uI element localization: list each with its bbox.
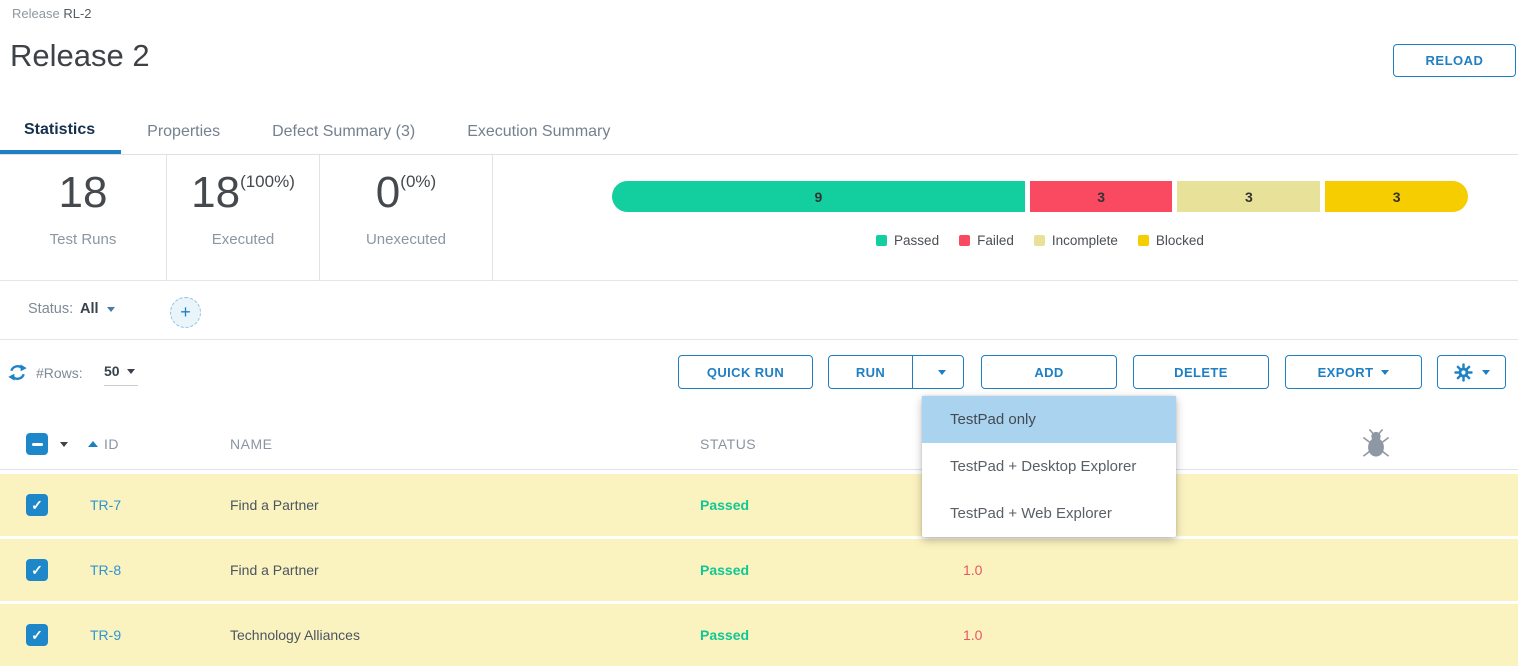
status-badge: Passed xyxy=(700,497,750,513)
settings-button[interactable] xyxy=(1437,355,1506,389)
row-checkbox[interactable]: ✓ xyxy=(26,624,48,646)
caret-down-icon xyxy=(938,369,946,375)
reload-button[interactable]: RELOAD xyxy=(1393,44,1516,77)
legend-blocked-swatch xyxy=(1137,235,1149,246)
run-split-button: RUN xyxy=(828,355,964,389)
export-button[interactable]: EXPORT xyxy=(1285,355,1422,389)
toolbar: #Rows: 50 QUICK RUN RUN ADD DELETE EXPOR… xyxy=(0,340,1518,400)
test-run-id-link[interactable]: TR-9 xyxy=(90,627,122,643)
table-header: ID NAME STATUS xyxy=(0,400,1518,470)
test-run-id-link[interactable]: TR-7 xyxy=(90,497,122,513)
check-icon: ✓ xyxy=(31,562,43,578)
add-button[interactable]: ADD xyxy=(981,355,1117,389)
tab-defect-summary[interactable]: Defect Summary (3) xyxy=(272,123,416,140)
filter-row: Status: All + xyxy=(0,281,1518,340)
legend-incomplete-swatch xyxy=(1033,235,1045,246)
menu-item-testpad-web-explorer[interactable]: TestPad + Web Explorer xyxy=(950,505,1112,522)
status-legend: Passed Failed Incomplete Blocked xyxy=(612,233,1468,248)
column-header-status[interactable]: STATUS xyxy=(700,436,757,452)
stat-executed: 18(100%) Executed xyxy=(167,155,320,281)
check-icon: ✓ xyxy=(31,497,43,513)
plus-icon: + xyxy=(180,301,191,322)
indeterminate-icon xyxy=(31,442,43,446)
execution-status-bar: 9 3 3 3 xyxy=(612,181,1468,212)
table-row: ✓ TR-7 Find a Partner Passed xyxy=(0,474,1518,536)
menu-item-testpad-only[interactable]: TestPad only xyxy=(922,396,1176,443)
legend-failed-swatch xyxy=(959,235,971,246)
delete-button[interactable]: DELETE xyxy=(1133,355,1269,389)
test-run-version: 1.0 xyxy=(963,627,983,643)
breadcrumb-section: Release xyxy=(12,6,60,21)
test-run-version: 1.0 xyxy=(963,562,983,578)
selection-menu-caret-icon[interactable] xyxy=(60,442,68,447)
legend-passed: Passed xyxy=(876,233,939,248)
legend-failed: Failed xyxy=(959,233,1014,248)
stat-executed-value: 18(100%) xyxy=(191,168,295,217)
add-filter-button[interactable]: + xyxy=(170,297,201,328)
test-run-name: Technology Alliances xyxy=(230,627,360,643)
status-badge: Passed xyxy=(700,627,750,643)
column-header-id[interactable]: ID xyxy=(88,436,119,452)
legend-blocked: Blocked xyxy=(1137,233,1204,248)
quick-run-button[interactable]: QUICK RUN xyxy=(678,355,813,389)
stat-executed-label: Executed xyxy=(211,231,275,249)
stat-test-runs-label: Test Runs xyxy=(49,231,117,249)
legend-passed-swatch xyxy=(876,235,888,246)
tab-execution-summary[interactable]: Execution Summary xyxy=(467,123,611,140)
status-badge: Passed xyxy=(700,562,750,578)
select-all-checkbox[interactable] xyxy=(26,433,48,455)
caret-down-icon xyxy=(1482,369,1490,375)
gear-icon xyxy=(1453,362,1474,383)
stat-unexecuted: 0(0%) Unexecuted xyxy=(320,155,493,281)
rows-label: #Rows: xyxy=(36,365,83,381)
bar-segment-failed: 3 xyxy=(1029,181,1173,212)
stat-unexecuted-label: Unexecuted xyxy=(365,231,447,249)
table-row: ✓ TR-8 Find a Partner Passed 1.0 xyxy=(0,539,1518,601)
menu-item-testpad-desktop-explorer[interactable]: TestPad + Desktop Explorer xyxy=(950,458,1137,475)
breadcrumb-release-id: RL-2 xyxy=(63,6,92,21)
refresh-icon[interactable] xyxy=(8,363,27,387)
tab-bar: Statistics Properties Defect Summary (3)… xyxy=(0,110,1518,155)
table-row: ✓ TR-9 Technology Alliances Passed 1.0 xyxy=(0,604,1518,666)
test-run-name: Find a Partner xyxy=(230,497,319,513)
legend-incomplete: Incomplete xyxy=(1033,233,1118,248)
status-filter-dropdown[interactable]: All xyxy=(80,301,115,317)
breadcrumb: Release RL-2 xyxy=(12,6,92,21)
bug-icon xyxy=(1362,428,1390,465)
stat-test-runs-value: 18 xyxy=(58,168,108,217)
test-run-id-link[interactable]: TR-8 xyxy=(90,562,122,578)
bar-segment-blocked: 3 xyxy=(1325,181,1468,212)
row-checkbox[interactable]: ✓ xyxy=(26,494,48,516)
caret-down-icon xyxy=(126,368,135,374)
run-dropdown-toggle[interactable] xyxy=(921,356,963,388)
status-filter-label: Status: xyxy=(28,301,74,317)
test-run-table-body: ✓ TR-7 Find a Partner Passed ✓ TR-8 Find… xyxy=(0,474,1518,666)
caret-down-icon xyxy=(106,306,115,312)
row-checkbox[interactable]: ✓ xyxy=(26,559,48,581)
run-button[interactable]: RUN xyxy=(829,356,913,388)
check-icon: ✓ xyxy=(31,627,43,643)
statistics-panel: 18 Test Runs 18(100%) Executed 0(0%) Une… xyxy=(0,155,1518,281)
column-header-name[interactable]: NAME xyxy=(230,436,273,452)
tab-properties[interactable]: Properties xyxy=(147,123,221,140)
rows-per-page-select[interactable]: 50 xyxy=(104,363,138,386)
tab-statistics[interactable]: Statistics xyxy=(0,110,122,154)
sort-ascending-icon xyxy=(88,441,98,447)
test-run-name: Find a Partner xyxy=(230,562,319,578)
caret-down-icon xyxy=(1381,369,1390,375)
bar-segment-passed: 9 xyxy=(612,181,1025,212)
bar-segment-incomplete: 3 xyxy=(1177,181,1321,212)
page-title: Release 2 xyxy=(10,38,150,73)
run-dropdown-menu: TestPad only TestPad + Desktop Explorer … xyxy=(922,396,1176,537)
stat-unexecuted-value: 0(0%) xyxy=(375,168,437,217)
stat-test-runs: 18 Test Runs xyxy=(0,155,167,281)
